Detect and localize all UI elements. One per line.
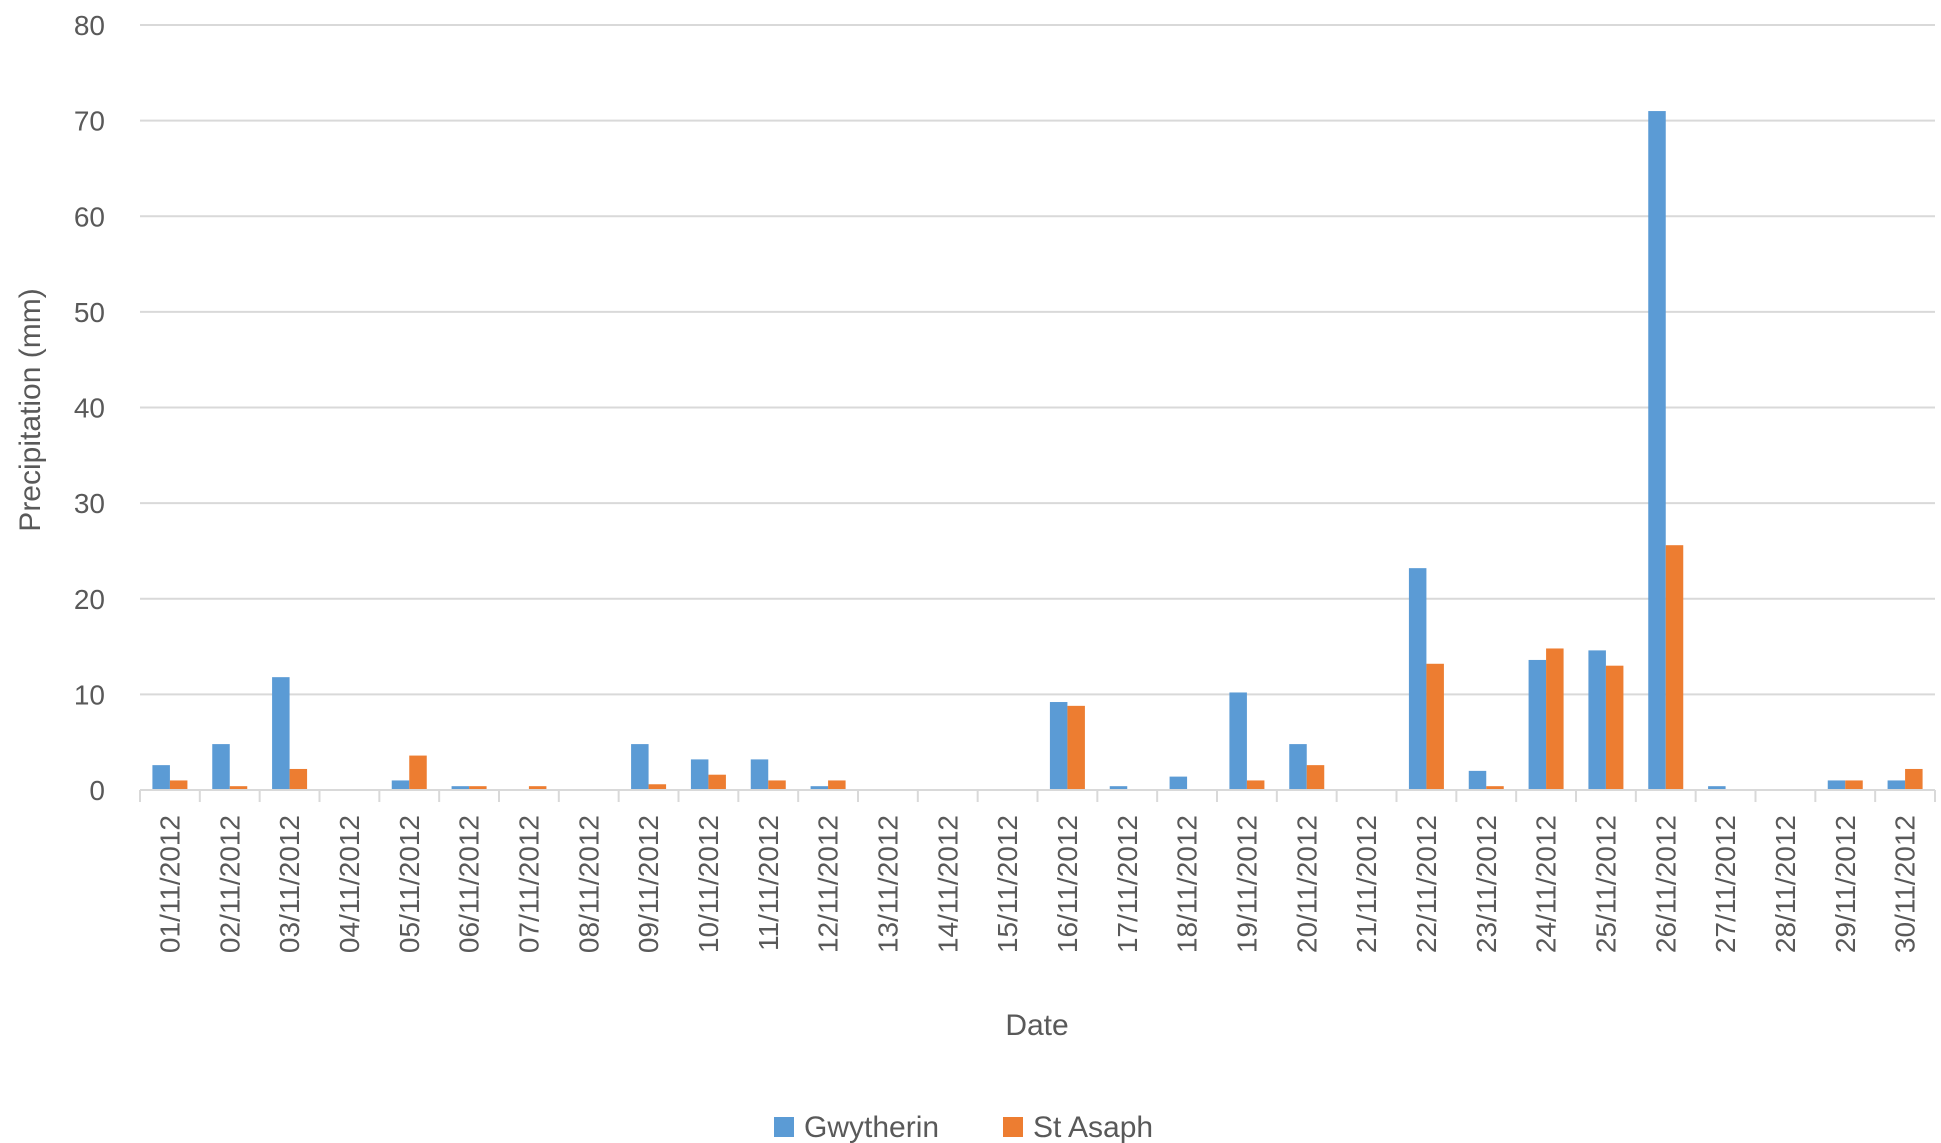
bar-st-asaph-23 (1486, 786, 1504, 790)
x-tick-label-20: 20/11/2012 (1291, 815, 1322, 953)
bar-st-asaph-1 (169, 780, 188, 790)
y-tick-label-0: 0 (89, 775, 105, 806)
x-tick-label-26: 26/11/2012 (1650, 815, 1681, 953)
bar-gwytherin-18 (1169, 776, 1188, 790)
bar-st-asaph-19 (1246, 780, 1265, 790)
x-tick-label-12: 12/11/2012 (813, 815, 844, 953)
x-tick-label-15: 15/11/2012 (992, 815, 1023, 953)
bar-st-asaph-16 (1067, 705, 1085, 790)
bar-st-asaph-3 (289, 768, 308, 790)
y-tick-label-30: 30 (74, 488, 105, 519)
bar-st-asaph-7 (528, 786, 547, 790)
x-tick-label-4: 04/11/2012 (334, 815, 365, 953)
x-tick-label-22: 22/11/2012 (1411, 815, 1442, 953)
bar-st-asaph-2 (229, 786, 248, 790)
bar-gwytherin-26 (1648, 111, 1666, 790)
x-tick-label-18: 18/11/2012 (1172, 815, 1203, 953)
x-tick-label-14: 14/11/2012 (932, 815, 963, 953)
bar-gwytherin-12 (810, 786, 829, 790)
bar-st-asaph-24 (1546, 648, 1564, 790)
x-tick-label-13: 13/11/2012 (872, 815, 903, 953)
bar-gwytherin-16 (1049, 702, 1068, 790)
bar-gwytherin-11 (750, 759, 769, 790)
bar-gwytherin-17 (1109, 786, 1128, 790)
y-tick-label-80: 80 (74, 10, 105, 41)
bar-st-asaph-9 (648, 784, 667, 790)
bar-gwytherin-19 (1229, 692, 1247, 790)
y-tick-label-60: 60 (74, 201, 105, 232)
bar-gwytherin-5 (391, 780, 410, 790)
x-tick-label-28: 28/11/2012 (1770, 815, 1801, 953)
x-axis-title: Date (1005, 1009, 1068, 1042)
x-tick-label-19: 19/11/2012 (1231, 815, 1262, 953)
legend-label-st-asaph: St Asaph (1033, 1111, 1153, 1143)
y-axis-title: Precipitation (mm) (14, 288, 47, 531)
bar-gwytherin-20 (1289, 744, 1307, 790)
axes (139, 789, 1936, 802)
bar-gwytherin-6 (451, 786, 470, 790)
x-tick-label-8: 08/11/2012 (573, 815, 604, 953)
x-tick-label-16: 16/11/2012 (1052, 815, 1083, 953)
bar-gwytherin-22 (1408, 568, 1427, 790)
gridlines (140, 24, 1935, 696)
y-tick-labels: 0 10 20 30 40 50 60 70 80 (74, 10, 105, 806)
x-tick-label-25: 25/11/2012 (1590, 815, 1621, 953)
bar-st-asaph-29 (1845, 780, 1863, 790)
legend-label-gwytherin: Gwytherin (804, 1111, 939, 1143)
y-tick-label-40: 40 (74, 393, 105, 424)
bar-gwytherin-24 (1528, 659, 1547, 790)
x-tick-label-24: 24/11/2012 (1531, 815, 1562, 953)
x-tick-label-6: 06/11/2012 (454, 815, 485, 953)
bar-gwytherin-23 (1468, 770, 1487, 790)
bar-st-asaph-12 (828, 780, 846, 790)
bars (152, 111, 1923, 790)
x-tick-label-2: 02/11/2012 (214, 815, 245, 953)
bar-st-asaph-20 (1306, 765, 1325, 790)
legend: Gwytherin St Asaph (774, 1111, 1153, 1143)
bar-st-asaph-10 (708, 774, 726, 790)
legend-swatch-st-asaph (1003, 1117, 1023, 1137)
bar-st-asaph-26 (1665, 545, 1684, 790)
bar-st-asaph-5 (409, 755, 427, 790)
bar-gwytherin-29 (1827, 780, 1846, 790)
x-tick-label-11: 11/11/2012 (753, 815, 784, 951)
bar-st-asaph-6 (469, 786, 487, 790)
legend-swatch-gwytherin (774, 1117, 794, 1137)
x-tick-label-3: 03/11/2012 (274, 815, 305, 953)
x-tick-label-10: 10/11/2012 (693, 815, 724, 953)
x-tick-label-1: 01/11/2012 (154, 815, 185, 953)
y-tick-label-50: 50 (74, 297, 105, 328)
bar-gwytherin-1 (152, 765, 170, 790)
bar-gwytherin-25 (1588, 650, 1606, 790)
bar-gwytherin-2 (212, 744, 230, 790)
x-tick-label-5: 05/11/2012 (394, 815, 425, 953)
bar-gwytherin-30 (1887, 780, 1906, 790)
x-tick-label-27: 27/11/2012 (1710, 815, 1741, 953)
x-tick-label-7: 07/11/2012 (513, 815, 544, 953)
bar-st-asaph-30 (1905, 768, 1923, 790)
y-tick-label-20: 20 (74, 584, 105, 615)
bar-gwytherin-9 (631, 744, 649, 790)
bar-st-asaph-25 (1605, 665, 1624, 790)
bar-gwytherin-27 (1708, 786, 1726, 790)
bar-st-asaph-11 (768, 780, 786, 790)
x-tick-label-30: 30/11/2012 (1890, 815, 1921, 953)
bar-st-asaph-22 (1426, 663, 1444, 790)
x-tick-label-23: 23/11/2012 (1471, 815, 1502, 953)
x-tick-label-17: 17/11/2012 (1112, 815, 1143, 953)
bar-gwytherin-10 (690, 759, 709, 790)
x-tick-labels: 01/11/2012 02/11/2012 03/11/2012 04/11/2012… (154, 815, 1920, 953)
bar-gwytherin-3 (272, 677, 290, 790)
y-tick-label-10: 10 (74, 679, 105, 710)
x-tick-label-21: 21/11/2012 (1351, 815, 1382, 953)
x-tick-label-9: 09/11/2012 (633, 815, 664, 953)
x-tick-label-29: 29/11/2012 (1830, 815, 1861, 953)
y-tick-label-70: 70 (74, 106, 105, 137)
